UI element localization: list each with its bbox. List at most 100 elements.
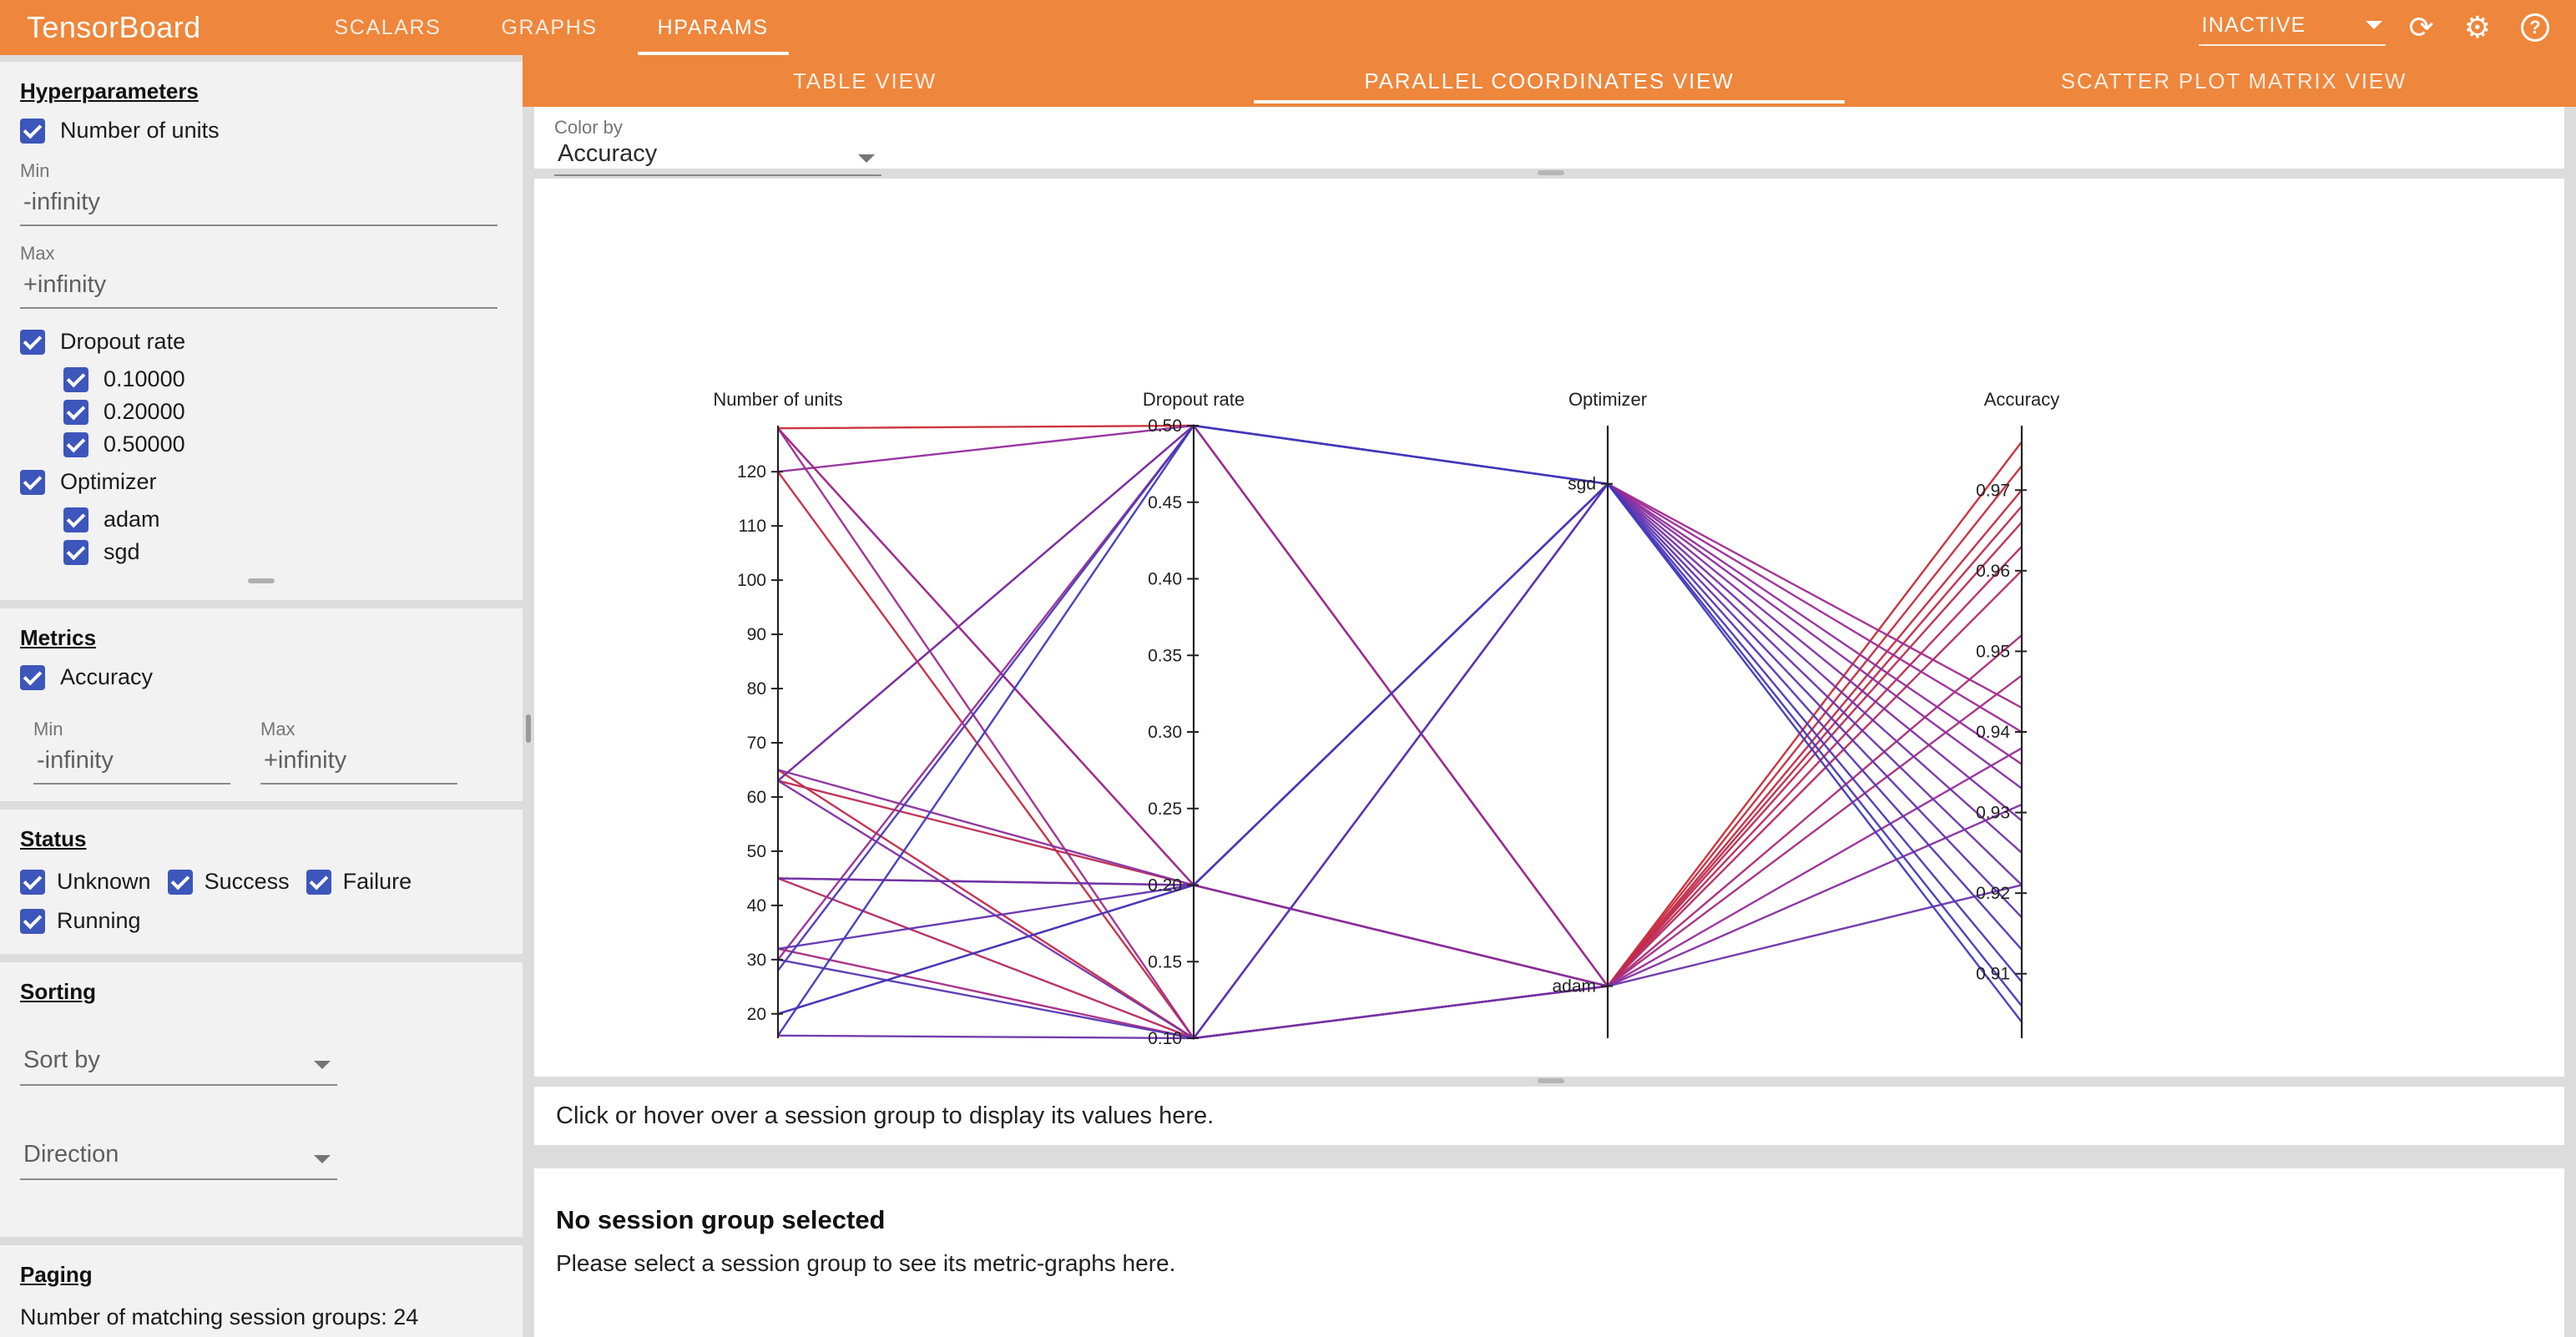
hparam-label: Dropout rate [60, 329, 186, 354]
units-max-input[interactable] [20, 265, 498, 309]
checkbox-running[interactable] [20, 908, 45, 934]
svg-text:Accuracy: Accuracy [1984, 389, 2059, 410]
app-header: TensorBoard SCALARS GRAPHS HPARAMS INACT… [0, 0, 2576, 55]
resize-handle[interactable] [1538, 1078, 1564, 1083]
svg-text:0.15: 0.15 [1148, 952, 1182, 971]
svg-text:0.94: 0.94 [1976, 723, 2010, 742]
hyperparameters-section: Hyperparameters Number of units Min Max … [0, 62, 523, 600]
svg-text:0.10: 0.10 [1148, 1029, 1182, 1048]
svg-text:0.45: 0.45 [1148, 493, 1182, 512]
metric-accuracy[interactable]: Accuracy [20, 664, 503, 690]
help-icon[interactable]: ? [2521, 13, 2549, 42]
paging-section: Paging Number of matching session groups… [0, 1245, 523, 1337]
empty-state-subtitle: Please select a session group to see its… [556, 1250, 1176, 1276]
resize-handle[interactable] [248, 578, 275, 583]
svg-text:0.25: 0.25 [1148, 800, 1182, 819]
hparam-optimizer[interactable]: Optimizer [20, 469, 503, 495]
checkbox-dropout-0.5[interactable] [63, 431, 88, 457]
svg-text:sgd: sgd [1568, 475, 1596, 494]
svg-text:70: 70 [747, 734, 766, 753]
svg-text:80: 80 [747, 679, 766, 699]
hyperparameters-title: Hyperparameters [20, 78, 199, 103]
checkbox-failure[interactable] [306, 869, 331, 895]
main-tabs: SCALARS GRAPHS HPARAMS [305, 0, 799, 55]
checkbox-success[interactable] [167, 869, 193, 895]
sidebar-resize-handle[interactable] [526, 714, 531, 743]
checkbox-number-of-units[interactable] [20, 118, 45, 144]
refresh-icon[interactable]: ⟳ [2408, 10, 2434, 44]
chevron-down-icon [314, 1155, 331, 1163]
tab-scalars[interactable]: SCALARS [334, 15, 442, 39]
svg-text:120: 120 [737, 462, 766, 482]
svg-text:90: 90 [747, 625, 766, 644]
optimizer-option-sgd[interactable]: sgd [63, 539, 503, 565]
units-min-label: Min [20, 160, 50, 181]
session-group-panel: No session group selected Please select … [534, 1168, 2564, 1337]
metric-min-label: Min [33, 719, 63, 739]
status-success[interactable]: Success [167, 869, 290, 895]
tab-scatter-plot-matrix-view[interactable]: SCATTER PLOT MATRIX VIEW [2060, 68, 2407, 93]
units-min-input[interactable] [20, 182, 498, 226]
checkbox-unknown[interactable] [20, 869, 45, 895]
svg-text:100: 100 [737, 571, 766, 590]
sidebar: Hyperparameters Number of units Min Max … [0, 55, 523, 1337]
reload-status-value: INACTIVE [2201, 13, 2306, 37]
parallel-coordinates-panel: Number of units 20 30 40 50 60 70 80 90 100 110 120… [534, 179, 2564, 1077]
status-failure[interactable]: Failure [306, 869, 412, 895]
dropout-option-3[interactable]: 0.50000 [63, 431, 503, 457]
hparam-number-of-units[interactable]: Number of units [20, 118, 503, 144]
svg-text:0.95: 0.95 [1976, 642, 2010, 661]
svg-text:0.50: 0.50 [1148, 416, 1182, 436]
svg-text:0.35: 0.35 [1148, 646, 1182, 665]
checkbox-accuracy[interactable] [20, 664, 45, 690]
resize-handle[interactable] [1538, 170, 1564, 175]
checkbox-dropout-0.2[interactable] [63, 399, 88, 425]
status-running[interactable]: Running [20, 908, 141, 934]
svg-text:0.92: 0.92 [1976, 884, 2010, 903]
optimizer-option-adam[interactable]: adam [63, 507, 503, 532]
reload-status-dropdown[interactable]: INACTIVE [2198, 10, 2386, 46]
sort-by-select[interactable]: Sort by [20, 1042, 337, 1086]
tab-hparams[interactable]: HPARAMS [628, 0, 799, 55]
hparam-dropout-rate[interactable]: Dropout rate [20, 329, 503, 355]
status-unknown[interactable]: Unknown [20, 869, 151, 895]
svg-text:0.97: 0.97 [1976, 481, 2010, 500]
hover-hint-panel: Click or hover over a session group to d… [534, 1087, 2564, 1145]
dropout-option-2[interactable]: 0.20000 [63, 399, 503, 425]
dropout-option-1[interactable]: 0.10000 [63, 366, 503, 392]
svg-text:0.93: 0.93 [1976, 804, 2010, 823]
metrics-section: Metrics Accuracy Min Max [0, 608, 523, 801]
paging-summary: Number of matching session groups: 24 [20, 1304, 419, 1329]
status-title: Status [20, 826, 87, 851]
svg-text:60: 60 [747, 788, 766, 807]
option-label: 0.50000 [104, 431, 185, 457]
svg-text:20: 20 [747, 1005, 766, 1024]
checkbox-dropout-0.1[interactable] [63, 366, 88, 392]
svg-text:Dropout rate: Dropout rate [1143, 389, 1245, 410]
checkbox-sgd[interactable] [63, 539, 88, 565]
svg-text:0.20: 0.20 [1148, 876, 1182, 896]
gear-icon[interactable]: ⚙ [2463, 10, 2491, 44]
app-title: TensorBoard [27, 10, 201, 44]
option-label: 0.10000 [104, 366, 185, 391]
chevron-down-icon [858, 154, 875, 163]
checkbox-dropout-rate[interactable] [20, 329, 45, 355]
parallel-coordinates-plot[interactable]: Number of units 20 30 40 50 60 70 80 90 100 110 120… [534, 179, 2564, 1077]
status-section: Status Unknown Success Failure Running [0, 810, 523, 954]
tab-parallel-coordinates-view[interactable]: PARALLEL COORDINATES VIEW [1207, 55, 1892, 107]
status-label: Success [204, 869, 290, 894]
svg-text:Number of units: Number of units [713, 389, 842, 410]
direction-select[interactable]: Direction [20, 1136, 337, 1180]
tab-graphs[interactable]: GRAPHS [501, 15, 598, 39]
checkbox-adam[interactable] [63, 507, 88, 532]
tab-table-view[interactable]: TABLE VIEW [792, 68, 937, 93]
sort-by-value: Sort by [23, 1047, 100, 1073]
metric-max-input[interactable] [260, 740, 457, 785]
empty-state-title: No session group selected [556, 1205, 886, 1234]
direction-value: Direction [23, 1141, 119, 1168]
metric-label: Accuracy [60, 664, 154, 689]
metric-min-input[interactable] [33, 740, 230, 785]
color-by-select[interactable]: Accuracy [554, 139, 881, 176]
checkbox-optimizer[interactable] [20, 469, 45, 495]
status-label: Running [57, 908, 141, 933]
